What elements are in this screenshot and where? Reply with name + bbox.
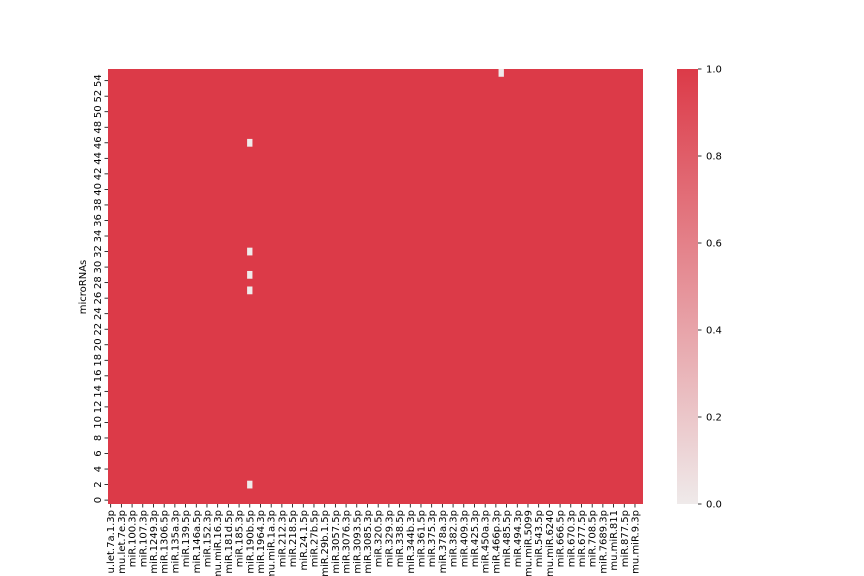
x-tick-label: miR.29b.1.5p xyxy=(320,510,331,576)
x-tick-label: miR.378a.3p xyxy=(438,510,449,573)
y-tick-label: 24 xyxy=(93,307,104,320)
x-tick-label: mu.miR.16.3p xyxy=(213,510,224,576)
x-tick-label: miR.139.5p xyxy=(181,510,192,567)
x-tick-label: miR.494.3p xyxy=(513,510,524,567)
y-tick-label: 6 xyxy=(93,450,104,456)
x-tick-label: miR.152.3p xyxy=(202,510,213,567)
x-tick-label: mu.miR.811 xyxy=(609,510,620,571)
x-tick-label: miR.543.5p xyxy=(534,510,545,567)
y-tick-label: 28 xyxy=(93,276,104,289)
x-tick-label: miR.146a.5p xyxy=(192,510,203,573)
y-tick-label: 20 xyxy=(93,338,104,351)
y-tick-label: 18 xyxy=(93,354,104,367)
y-tick-label: 40 xyxy=(93,183,104,196)
y-tick-label: 8 xyxy=(93,435,104,441)
x-tick-label: miR.708.5p xyxy=(588,510,599,567)
y-tick-label: 48 xyxy=(93,121,104,134)
colorbar-tick-label: 0.2 xyxy=(706,413,722,424)
x-axis-ticks: u.let.7a.1.3p mu.let.7e.3p miR.100.3p miR.1… xyxy=(106,504,641,576)
x-tick-label: miR.466p.3p xyxy=(491,510,502,574)
x-tick-label: miR.409.3p xyxy=(459,510,470,567)
colorbar-gradient xyxy=(677,69,698,504)
x-tick-label: miR.382.3p xyxy=(449,510,460,567)
heatmap-cell-zero xyxy=(247,480,253,489)
colorbar-tick-label: 0.6 xyxy=(706,239,722,250)
y-tick-label: 10 xyxy=(93,416,104,429)
x-tick-label: miR.190b.5p xyxy=(245,510,256,574)
heatmap-cell-zero xyxy=(247,138,253,147)
y-tick-label: 30 xyxy=(93,261,104,274)
y-tick-label: 0 xyxy=(93,497,104,503)
x-tick-label: miR.1964.3p xyxy=(256,510,267,574)
x-tick-label: mu.let.7e.3p xyxy=(117,510,128,574)
colorbar-tick-label: 0.4 xyxy=(706,326,722,337)
y-tick-label: 2 xyxy=(93,481,104,487)
y-axis-label: microRNAs xyxy=(78,260,89,315)
x-tick-label: miR.185.3p xyxy=(235,510,246,567)
colorbar-tick-label: 0.8 xyxy=(706,152,722,163)
x-tick-label: miR.361.5p xyxy=(416,510,427,567)
heatmap-cell-zero xyxy=(247,286,253,295)
x-tick-label: miR.1306.5p xyxy=(160,510,171,574)
heatmap-base-cells xyxy=(108,69,643,504)
x-tick-label: miR.338.5p xyxy=(395,510,406,567)
colorbar: 0.0 0.2 0.4 0.6 0.8 1.0 xyxy=(677,65,722,511)
x-tick-label: miR.218.5p xyxy=(288,510,299,567)
y-tick-label: 32 xyxy=(93,245,104,258)
y-tick-label: 26 xyxy=(93,292,104,305)
y-tick-label: 16 xyxy=(93,369,104,382)
heatmap-cells xyxy=(108,69,643,504)
x-tick-label: miR.181d.5p xyxy=(224,510,235,574)
y-tick-label: 54 xyxy=(93,74,104,87)
x-tick-label: miR.135a.3p xyxy=(170,510,181,573)
y-tick-label: 42 xyxy=(93,167,104,180)
y-axis-ticks: 0246810121416182022242628303234363840424… xyxy=(93,74,108,503)
x-tick-label: miR.450a.3p xyxy=(481,510,492,573)
x-tick-label: miR.375.3p xyxy=(427,510,438,567)
x-tick-label: mu.miR.5099 xyxy=(523,510,534,576)
x-tick-label: miR.27b.5p xyxy=(309,510,320,567)
x-tick-label: miR.344b.3p xyxy=(406,510,417,574)
y-tick-label: 44 xyxy=(93,152,104,165)
x-tick-label: miR.1249.3p xyxy=(149,510,160,574)
x-tick-label: mu.miR.9.3p xyxy=(630,510,641,574)
x-tick-label: miR.666.5p xyxy=(556,510,567,567)
x-tick-label: miR.485.5p xyxy=(502,510,513,567)
y-tick-label: 34 xyxy=(93,230,104,243)
heatmap-cell-zero xyxy=(247,270,253,279)
colorbar-tick-label: 1.0 xyxy=(706,65,722,76)
y-tick-label: 50 xyxy=(93,105,104,118)
x-tick-label: miR.3093.5p xyxy=(352,510,363,574)
y-tick-label: 52 xyxy=(93,90,104,103)
x-tick-label: miR.329.3p xyxy=(384,510,395,567)
heatmap-cell-zero xyxy=(498,69,504,77)
y-tick-label: 36 xyxy=(93,214,104,227)
y-tick-label: 38 xyxy=(93,199,104,212)
x-tick-label: miR.107.3p xyxy=(138,510,149,567)
x-tick-label: miR.320.5p xyxy=(374,510,385,567)
x-tick-label: miR.100.3p xyxy=(128,510,139,567)
x-tick-label: miR.212.3p xyxy=(277,510,288,567)
y-tick-label: 46 xyxy=(93,136,104,149)
y-tick-label: 14 xyxy=(93,385,104,398)
x-tick-label: miR.3057.5p xyxy=(331,510,342,574)
x-tick-label: miR.425.3p xyxy=(470,510,481,567)
x-tick-label: u.let.7a.1.3p xyxy=(106,510,117,573)
x-tick-label: miR.677.5p xyxy=(577,510,588,567)
x-tick-label: miR.3076.3p xyxy=(342,510,353,574)
y-tick-label: 4 xyxy=(93,466,104,472)
x-tick-label: mu.miR.1a.3p xyxy=(267,510,278,576)
x-tick-label: miR.877.5p xyxy=(620,510,631,567)
x-tick-label: miR.24.1.5p xyxy=(299,510,310,570)
y-tick-label: 22 xyxy=(93,323,104,336)
x-tick-label: mu.miR.6240 xyxy=(545,510,556,576)
y-tick-label: 12 xyxy=(93,401,104,414)
colorbar-tick-label: 0.0 xyxy=(706,500,722,511)
x-tick-label: miR.670.3p xyxy=(566,510,577,567)
x-tick-label: miR.7689.3p xyxy=(598,510,609,574)
heatmap-cell-zero xyxy=(247,247,253,256)
x-tick-label: miR.3085.3p xyxy=(363,510,374,574)
